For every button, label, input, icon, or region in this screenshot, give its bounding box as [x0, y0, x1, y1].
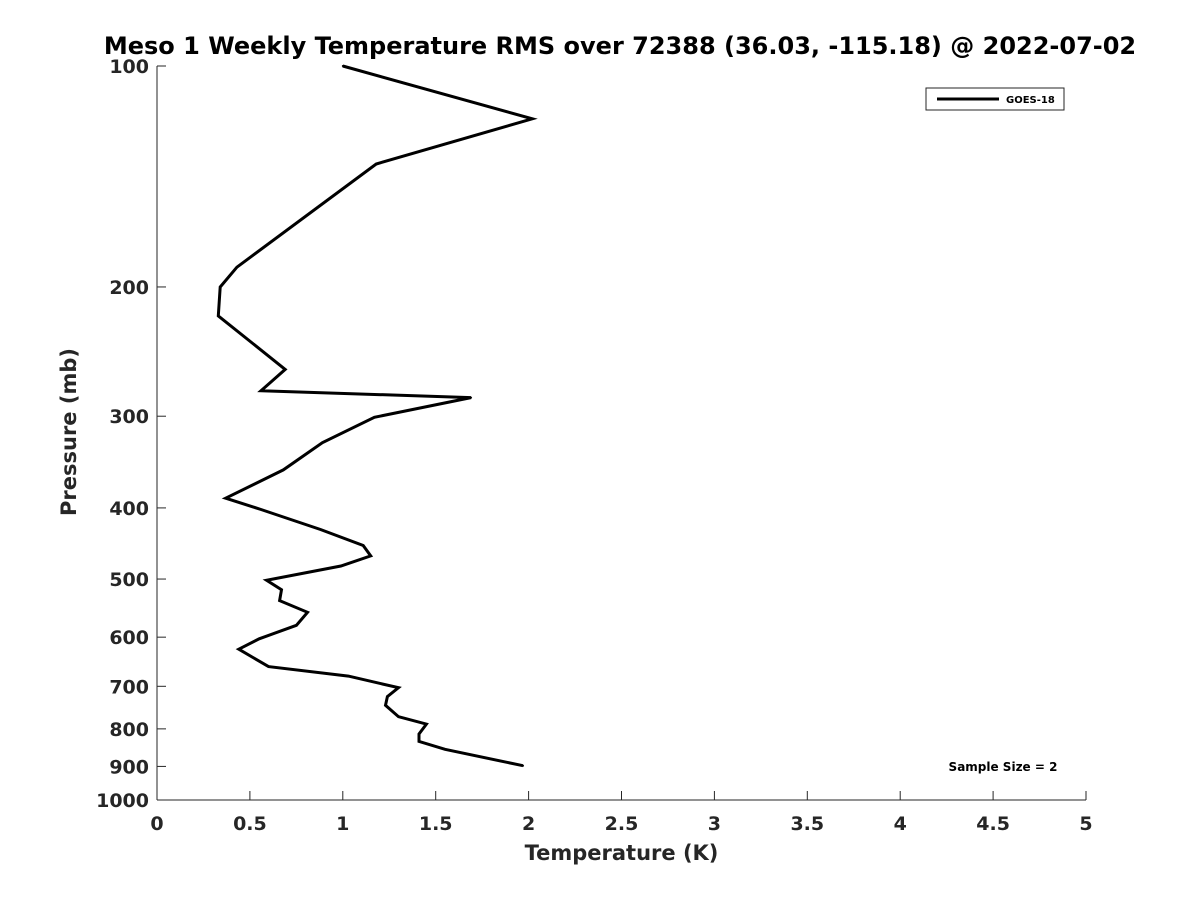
y-tick-label: 1000: [96, 790, 149, 812]
data-point: [278, 599, 281, 602]
y-tick-label: 600: [109, 627, 149, 649]
data-point: [443, 748, 446, 751]
data-point: [258, 637, 261, 640]
sample-size-annotation: Sample Size = 2: [949, 760, 1058, 774]
y-tick-label: 700: [109, 676, 149, 698]
data-point: [417, 733, 420, 736]
data-point: [267, 665, 270, 668]
data-point: [237, 648, 240, 651]
x-tick-label: 4: [894, 813, 907, 835]
x-tick-label: 4.5: [976, 813, 1010, 835]
data-point: [217, 314, 220, 317]
data-point: [341, 65, 344, 67]
x-tick-label: 1.5: [419, 813, 453, 835]
y-axis-label: Pressure (mb): [57, 348, 81, 516]
data-point: [384, 704, 387, 707]
data-point: [470, 396, 473, 399]
data-point: [306, 611, 309, 614]
x-tick-label: 2: [522, 813, 535, 835]
data-point: [319, 528, 322, 531]
x-tick-label: 5: [1079, 813, 1092, 835]
data-point: [339, 565, 342, 568]
x-tick-label: 0: [150, 813, 163, 835]
y-tick-label: 200: [109, 277, 149, 299]
data-point: [417, 740, 420, 743]
x-tick-label: 2.5: [605, 813, 639, 835]
data-point: [425, 723, 428, 726]
x-tick-label: 3.5: [790, 813, 824, 835]
chart-title: Meso 1 Weekly Temperature RMS over 72388…: [104, 32, 1136, 60]
data-point: [397, 715, 400, 718]
y-tick-label: 100: [109, 56, 149, 78]
data-point: [386, 695, 389, 698]
data-point: [280, 588, 283, 591]
data-point: [284, 368, 287, 371]
data-point: [347, 675, 350, 678]
series-line-goes-18: [216, 64, 538, 768]
legend: GOES-18: [925, 87, 1065, 111]
data-point: [295, 624, 298, 627]
x-tick-label: 1: [336, 813, 349, 835]
data-point: [235, 266, 238, 269]
y-tick-label: 800: [109, 719, 149, 741]
data-point: [522, 764, 525, 767]
data-point: [260, 389, 263, 392]
data-point: [282, 468, 285, 471]
data-point: [373, 416, 376, 419]
data-point: [224, 497, 227, 500]
data-point: [375, 163, 378, 166]
data-point: [362, 544, 365, 547]
y-tick-label: 900: [109, 756, 149, 778]
y-tick-label: 300: [109, 406, 149, 428]
data-point: [219, 285, 222, 288]
x-tick-label: 3: [708, 813, 721, 835]
y-tick-label: 500: [109, 569, 149, 591]
x-tick-label: 0.5: [233, 813, 267, 835]
legend-entry-label: GOES-18: [1006, 95, 1055, 106]
x-axis-label: Temperature (K): [525, 841, 719, 865]
data-point: [531, 117, 534, 120]
y-tick-label: 400: [109, 498, 149, 520]
data-point: [369, 554, 372, 557]
data-point: [397, 686, 400, 689]
data-point: [265, 579, 268, 582]
data-point: [321, 441, 324, 444]
data-point: [260, 508, 263, 511]
plot-area: 0 0.5 1 1.5 2 2.5 3 3.5 4 4.5 5 100 200 300 400 500 600 7…: [96, 56, 1093, 835]
